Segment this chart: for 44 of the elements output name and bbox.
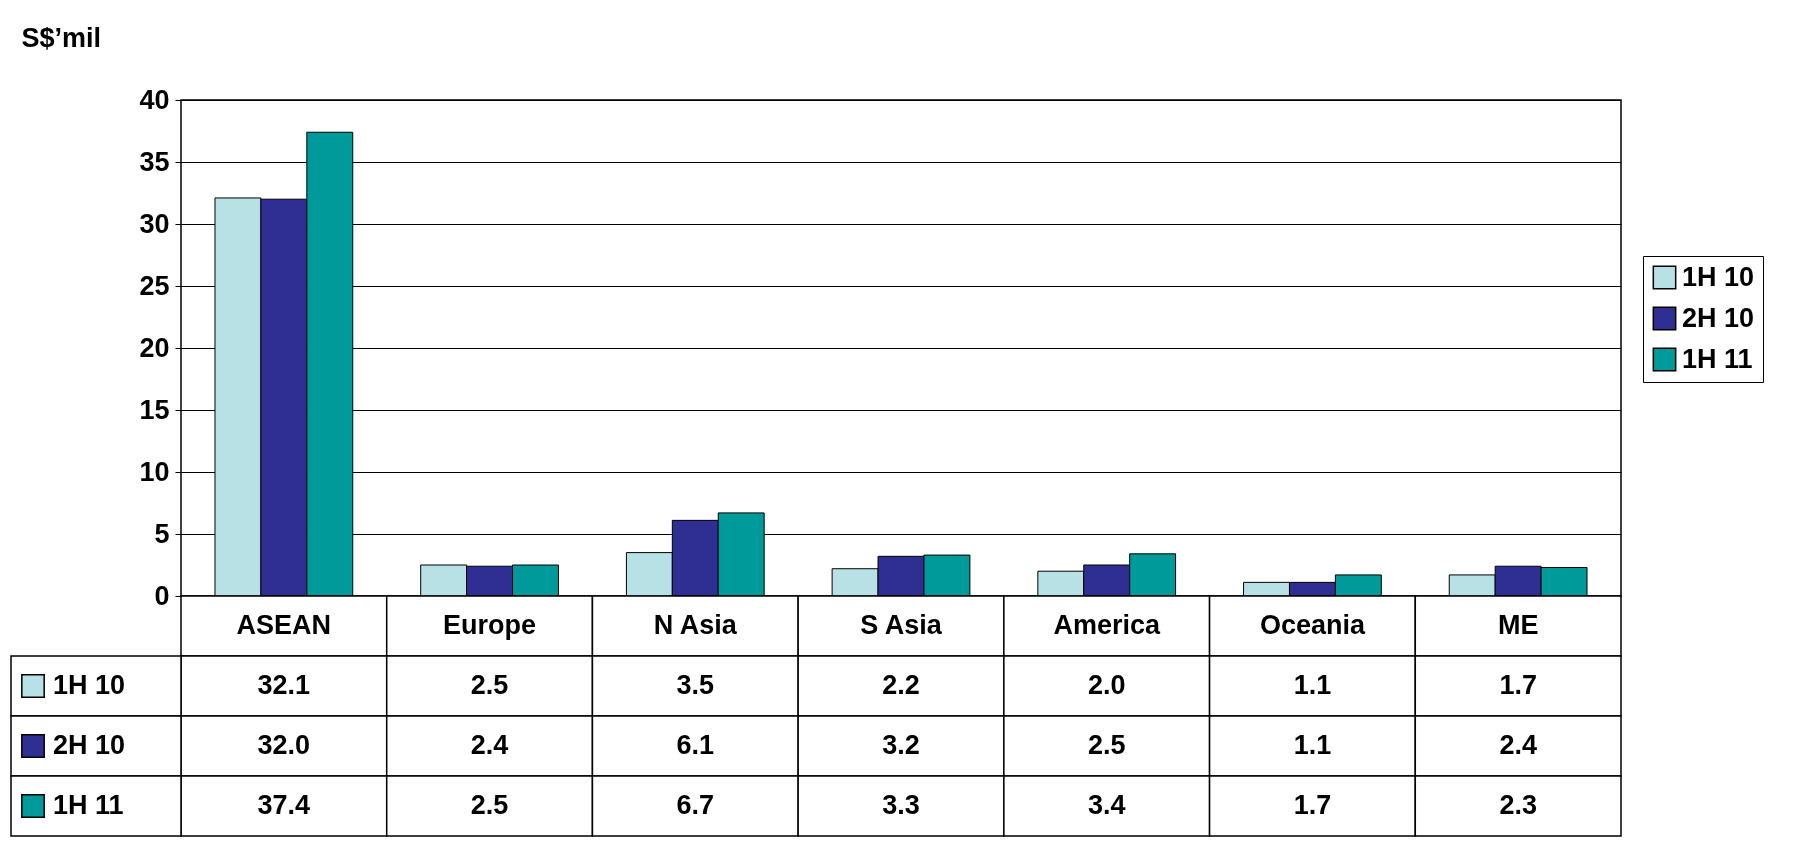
data-label: 2.5 <box>470 790 509 820</box>
legend-label: 1H 10 <box>53 670 126 700</box>
data-label: 37.4 <box>257 790 311 820</box>
y-tick-label: 40 <box>139 84 170 115</box>
y-tick-label: 30 <box>139 208 170 239</box>
y-tick-label: 20 <box>139 332 170 363</box>
data-label: 3.2 <box>882 730 920 760</box>
x-tick-label: ME <box>1497 610 1539 640</box>
data-label: 1.7 <box>1293 790 1332 820</box>
y-axis-title: S$’mil <box>21 22 102 53</box>
data-label: 3.3 <box>882 790 920 820</box>
data-label: 3.5 <box>676 670 715 700</box>
x-tick-label: ASEAN <box>236 610 332 640</box>
x-tick-label: N Asia <box>653 610 738 640</box>
data-label: 2.3 <box>1499 790 1537 820</box>
data-label: 1.7 <box>1499 670 1537 700</box>
data-label: 2.4 <box>1499 730 1537 760</box>
x-tick-label: Europe <box>443 610 537 640</box>
y-tick-label: 10 <box>139 456 170 487</box>
y-tick-label: 0 <box>154 580 170 611</box>
text: 1H 10 <box>1682 261 1755 292</box>
x-tick-label: Oceania <box>1259 610 1366 640</box>
legend-label: 2H 10 <box>1682 302 1755 333</box>
data-label: 32.1 <box>257 670 311 700</box>
text: 1H 11 <box>53 790 124 820</box>
data-label: 1.1 <box>1293 670 1332 700</box>
data-label: 1.1 <box>1293 730 1332 760</box>
data-label: 2.5 <box>470 670 509 700</box>
data-label: 6.1 <box>676 730 715 760</box>
y-tick-label: 15 <box>139 394 170 425</box>
data-label: 2.2 <box>882 670 920 700</box>
x-tick-label: S Asia <box>860 610 943 640</box>
text: 2H 10 <box>53 730 126 760</box>
y-tick-label: 5 <box>154 518 170 549</box>
legend-label: 1H 11 <box>1682 343 1753 374</box>
data-label: 32.0 <box>257 730 311 760</box>
y-tick-label: 35 <box>139 146 170 177</box>
y-tick-label: 25 <box>139 270 170 301</box>
x-tick-label: America <box>1053 610 1161 640</box>
data-label: 3.4 <box>1087 790 1126 820</box>
data-label: 6.7 <box>676 790 715 820</box>
data-label: 2.5 <box>1087 730 1126 760</box>
data-label: 2.0 <box>1087 670 1126 700</box>
data-label: 2.4 <box>470 730 509 760</box>
